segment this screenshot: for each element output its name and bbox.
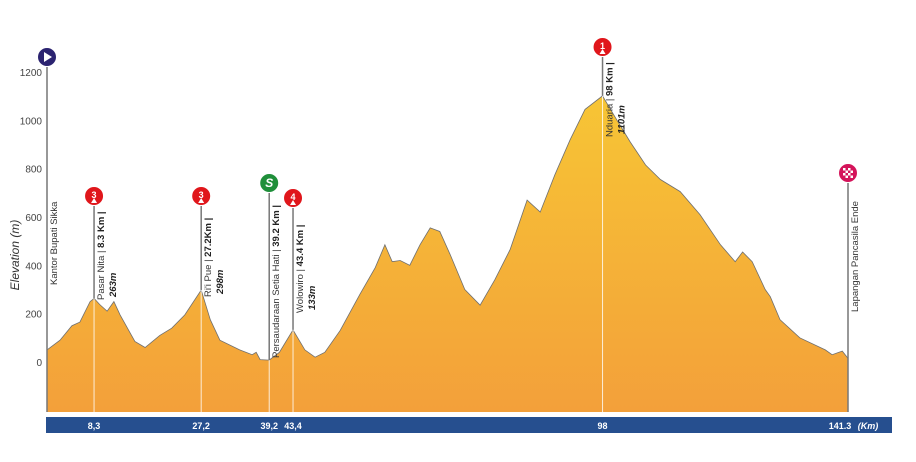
mountain-icon [599,49,606,54]
marker-elevation: 133m [307,285,318,310]
checker-square [850,175,853,178]
checker-square [843,173,846,176]
marker-name: Kantor Bupati Sikka [49,201,60,285]
play-triangle-icon [44,52,52,62]
marker-name: Ri'i Pue | [203,257,214,297]
marker-label: Persaudaraan Setia Hati | 39.2 Km | [271,205,282,358]
marker-km: 43.4 Km | [295,225,306,267]
y-tick-label: 1000 [20,116,43,127]
category-number: 1 [600,41,605,51]
marker-name: Persaudaraan Setia Hati | [271,247,282,358]
mountain-icon [91,198,98,203]
marker-elevation: 298m [215,269,226,295]
climb-cat-icon [191,186,212,206]
x-tick-label: 43,4 [284,421,302,431]
checker-square [850,170,853,173]
x-tick-label: 39,2 [260,421,278,431]
y-tick-label: 400 [25,261,42,272]
marker-km: 39.2 Km | [271,205,282,247]
category-number: 4 [291,192,296,202]
climb-cat-icon [84,186,105,206]
marker-start: Kantor Bupati Sikka [37,47,60,412]
marker-label: Ri'i Pue | 27.2Km | [203,218,214,297]
marker-label: Pasar Nita | 8.3 Km | [96,211,107,300]
y-axis-title: Elevation (m) [8,220,22,291]
marker-finish: Lapangan Pancasila Ende [838,163,861,412]
elevation-area [47,95,848,413]
checker-square [843,168,846,171]
marker-sprint: S Persaudaraan Setia Hati | 39.2 Km | [259,173,282,412]
checker-square [845,175,848,178]
x-tick-label: 98 [598,421,608,431]
marker-km: 27.2Km | [203,218,214,257]
y-tick-label: 800 [25,165,42,176]
mountain-icon [198,198,205,203]
marker-name: Pasar Nita | [96,248,107,300]
marker-label: Nduaria | 98 Km | [605,62,616,137]
category-number: S [265,176,273,190]
marker-name: Wolowiro | [295,266,306,313]
marker-label: Kantor Bupati Sikka [49,201,60,285]
distance-axis-bar [46,417,892,433]
y-tick-label: 0 [36,358,42,369]
checker-square [845,170,848,173]
marker-name: Nduaria | [605,96,616,137]
checker-square [848,173,851,176]
marker-elevation: 263m [108,272,119,298]
checker-square [848,168,851,171]
x-axis-unit: (Km) [858,421,879,431]
marker-km: 8.3 Km | [96,211,107,247]
y-tick-label: 1200 [20,68,43,79]
marker-label: Lapangan Pancasila Ende [850,201,861,312]
marker-climb: 3Ri'i Pue | 27.2Km |298m [191,186,226,412]
category-number: 3 [92,190,97,200]
y-tick-label: 600 [25,213,42,224]
sprint-icon [259,173,280,193]
climb-cat-icon [283,188,304,208]
y-tick-label: 200 [25,310,42,321]
marker-label: Wolowiro | 43.4 Km | [295,225,306,313]
y-axis-ticks: 0 200 400 600 800 1000 1200 [20,68,43,369]
climb-cat-icon [592,37,613,57]
x-tick-label: 27,2 [192,421,210,431]
elevation-line [46,95,849,361]
markers: Kantor Bupati Sikka 3 Pasar Nita | 8.3 Km … [37,37,861,412]
category-number: 3 [199,190,204,200]
x-axis-ticks: 8,3 27,2 39,2 43,4 98 141.3 [88,421,851,431]
mountain-icon [290,200,297,205]
marker-km: 98 Km | [605,62,616,96]
marker-elevation: 1101m [617,105,628,134]
marker-name: Lapangan Pancasila Ende [850,201,861,312]
marker-climb: 1 Nduaria | 98 Km |1101m [592,37,628,412]
x-tick-label: 8,3 [88,421,101,431]
x-tick-label: 141.3 [829,421,852,431]
